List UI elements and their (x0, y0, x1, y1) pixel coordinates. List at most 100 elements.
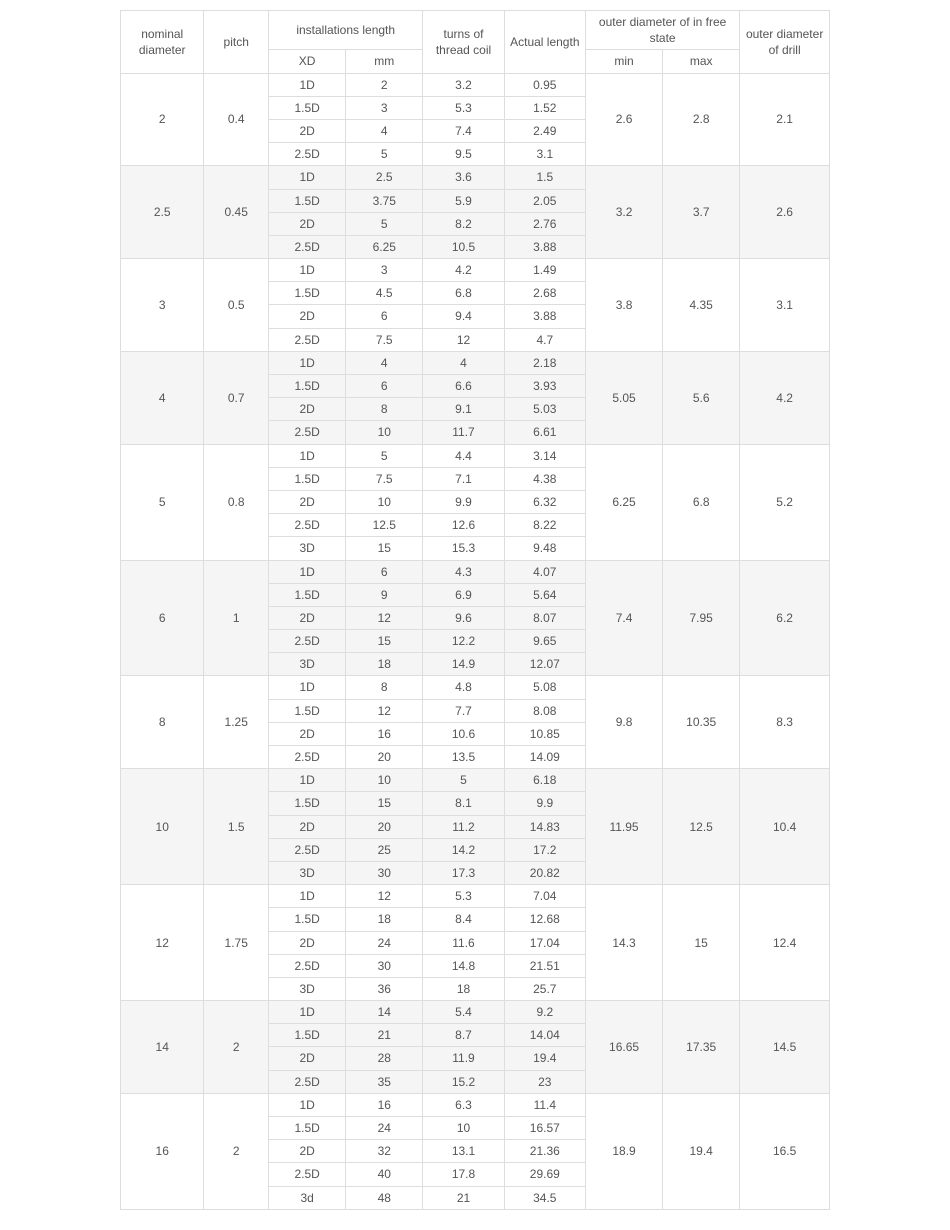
cell-turns: 9.5 (423, 143, 504, 166)
cell-turns: 13.1 (423, 1140, 504, 1163)
cell-xd: 3D (269, 977, 346, 1000)
cell-mm: 10 (346, 421, 423, 444)
cell-outer-min: 11.95 (585, 769, 662, 885)
cell-turns: 9.4 (423, 305, 504, 328)
cell-xd: 1.5D (269, 1117, 346, 1140)
cell-xd: 3D (269, 537, 346, 560)
cell-mm: 24 (346, 1117, 423, 1140)
cell-actual-length: 21.51 (504, 954, 585, 977)
table-group: 40.71D442.185.055.64.21.5D66.63.932D89.1… (121, 351, 830, 444)
cell-xd: 1.5D (269, 792, 346, 815)
cell-xd: 2.5D (269, 421, 346, 444)
cell-xd: 2D (269, 490, 346, 513)
cell-xd: 1D (269, 1093, 346, 1116)
cell-actual-length: 5.08 (504, 676, 585, 699)
cell-turns: 6.8 (423, 282, 504, 305)
cell-pitch: 0.7 (204, 351, 269, 444)
cell-pitch: 0.5 (204, 259, 269, 352)
cell-nominal-diameter: 4 (121, 351, 204, 444)
cell-xd: 1D (269, 166, 346, 189)
cell-turns: 5.3 (423, 885, 504, 908)
table-group: 1621D166.311.418.919.416.51.5D241016.572… (121, 1093, 830, 1209)
cell-turns: 4.4 (423, 444, 504, 467)
th-outer-drill: outer diameter of drill (740, 11, 830, 74)
cell-xd: 3D (269, 861, 346, 884)
cell-xd: 3D (269, 653, 346, 676)
cell-actual-length: 12.07 (504, 653, 585, 676)
table-row: 30.51D34.21.493.84.353.1 (121, 259, 830, 282)
cell-mm: 48 (346, 1186, 423, 1209)
cell-actual-length: 34.5 (504, 1186, 585, 1209)
cell-actual-length: 11.4 (504, 1093, 585, 1116)
cell-xd: 1D (269, 351, 346, 374)
cell-mm: 30 (346, 954, 423, 977)
table-row: 121.751D125.37.0414.31512.4 (121, 885, 830, 908)
cell-xd: 1.5D (269, 583, 346, 606)
cell-turns: 11.7 (423, 421, 504, 444)
cell-outer-max: 19.4 (663, 1093, 740, 1209)
table-row: 40.71D442.185.055.64.2 (121, 351, 830, 374)
cell-actual-length: 4.7 (504, 328, 585, 351)
cell-xd: 2D (269, 119, 346, 142)
cell-outer-min: 7.4 (585, 560, 662, 676)
cell-mm: 6 (346, 560, 423, 583)
cell-xd: 1.5D (269, 189, 346, 212)
cell-xd: 2.5D (269, 630, 346, 653)
cell-mm: 21 (346, 1024, 423, 1047)
cell-turns: 12.2 (423, 630, 504, 653)
cell-actual-length: 14.09 (504, 746, 585, 769)
cell-turns: 6.9 (423, 583, 504, 606)
cell-xd: 2.5D (269, 143, 346, 166)
cell-mm: 4 (346, 351, 423, 374)
cell-outer-max: 6.8 (663, 444, 740, 560)
cell-turns: 18 (423, 977, 504, 1000)
cell-nominal-diameter: 3 (121, 259, 204, 352)
cell-xd: 1.5D (269, 908, 346, 931)
table-group: 2.50.451D2.53.61.53.23.72.61.5D3.755.92.… (121, 166, 830, 259)
cell-actual-length: 3.88 (504, 235, 585, 258)
cell-xd: 1D (269, 560, 346, 583)
cell-turns: 17.8 (423, 1163, 504, 1186)
cell-outer-min: 14.3 (585, 885, 662, 1001)
cell-nominal-diameter: 5 (121, 444, 204, 560)
cell-pitch: 0.8 (204, 444, 269, 560)
cell-turns: 4 (423, 351, 504, 374)
cell-xd: 1D (269, 73, 346, 96)
cell-turns: 17.3 (423, 861, 504, 884)
cell-outer-max: 7.95 (663, 560, 740, 676)
cell-outer-drill: 2.1 (740, 73, 830, 166)
cell-mm: 28 (346, 1047, 423, 1070)
cell-turns: 9.9 (423, 490, 504, 513)
cell-actual-length: 6.61 (504, 421, 585, 444)
cell-turns: 7.4 (423, 119, 504, 142)
cell-mm: 15 (346, 537, 423, 560)
cell-pitch: 0.4 (204, 73, 269, 166)
cell-turns: 6.3 (423, 1093, 504, 1116)
cell-xd: 2D (269, 606, 346, 629)
cell-pitch: 1 (204, 560, 269, 676)
th-max: max (663, 50, 740, 73)
cell-mm: 5 (346, 143, 423, 166)
cell-mm: 4 (346, 119, 423, 142)
cell-nominal-diameter: 6 (121, 560, 204, 676)
cell-actual-length: 3.93 (504, 375, 585, 398)
cell-actual-length: 8.22 (504, 514, 585, 537)
cell-mm: 12.5 (346, 514, 423, 537)
cell-xd: 1.5D (269, 96, 346, 119)
cell-turns: 5.3 (423, 96, 504, 119)
cell-outer-max: 12.5 (663, 769, 740, 885)
cell-outer-max: 2.8 (663, 73, 740, 166)
cell-turns: 4.2 (423, 259, 504, 282)
cell-xd: 1D (269, 676, 346, 699)
cell-xd: 2.5D (269, 328, 346, 351)
cell-xd: 1.5D (269, 699, 346, 722)
cell-outer-min: 5.05 (585, 351, 662, 444)
cell-mm: 10 (346, 769, 423, 792)
cell-actual-length: 14.83 (504, 815, 585, 838)
cell-mm: 5 (346, 444, 423, 467)
cell-outer-drill: 16.5 (740, 1093, 830, 1209)
table-group: 121.751D125.37.0414.31512.41.5D188.412.6… (121, 885, 830, 1001)
cell-outer-max: 17.35 (663, 1001, 740, 1094)
cell-turns: 8.4 (423, 908, 504, 931)
cell-actual-length: 1.52 (504, 96, 585, 119)
